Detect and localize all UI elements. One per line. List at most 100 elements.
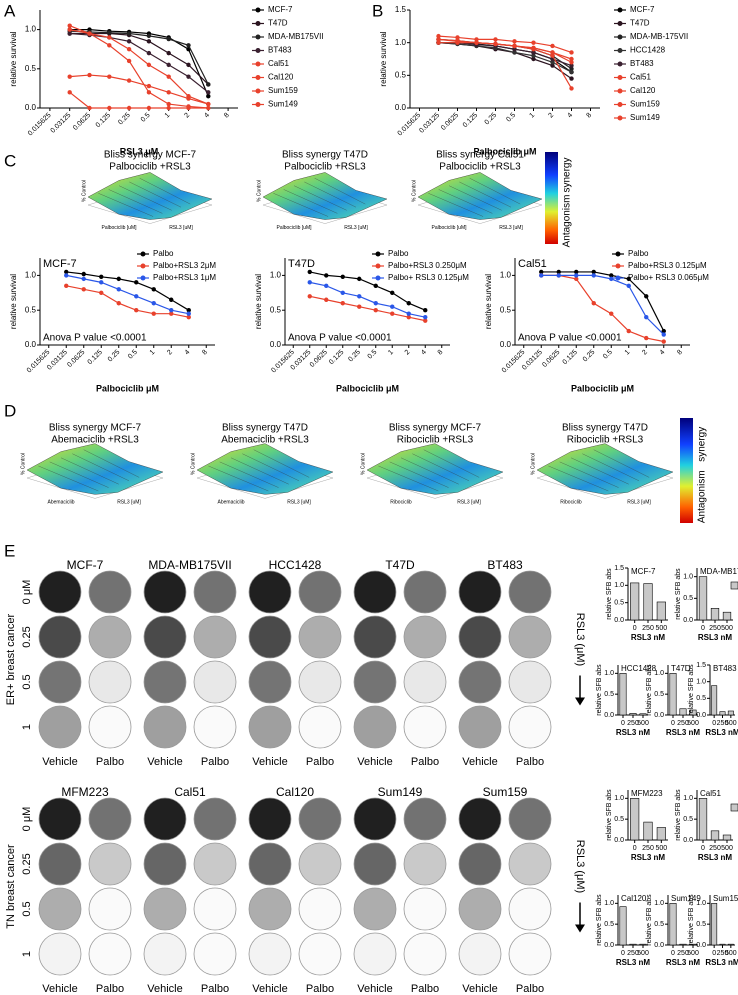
surface-title: Palbociclib +RSL3 [439,162,521,173]
surface-grid [60,457,119,485]
bar [639,943,647,946]
legend-marker [617,61,623,67]
surface-axis-label: Abemaciclib [48,500,75,506]
bar [698,798,708,841]
legend-marker [255,48,261,53]
well [38,797,82,841]
x-tick-label: 500 [687,720,699,727]
x-axis-label: Palbociclib μM [571,383,634,393]
data-point [340,274,345,279]
data-point [67,31,72,36]
data-point [644,335,649,341]
dose-label: 1 [21,724,33,730]
well [143,932,187,976]
condition-label: Palbo [516,983,544,995]
y-tick-label: 0.0 [25,103,37,112]
data-point [406,301,411,306]
legend-marker [255,21,261,26]
x-tick-label: 0.25 [582,349,597,364]
bar [689,943,697,946]
well [298,932,342,976]
data-point [550,43,555,49]
data-point [151,287,156,292]
legend-label: Cal51 [630,73,651,82]
data-point [324,273,329,278]
surface-grid [38,465,99,492]
x-tick-label: 8 [201,349,209,357]
series-line [438,42,572,73]
well [193,660,237,704]
x-tick-label: 0.125 [95,112,112,129]
well [193,887,237,931]
surface [366,443,504,495]
surface [536,443,674,495]
y-tick-label: 1.0 [500,271,512,280]
surface-grid [400,457,459,485]
x-tick-label: 0 [633,845,637,852]
data-point [644,314,649,320]
surface [262,172,388,220]
well [403,797,447,841]
data-point [644,294,649,299]
well [38,570,82,614]
data-point [166,74,171,79]
bar [710,607,720,621]
x-axis-label: RSL3 nM [616,728,651,737]
legend-label: Palbo+RSL3 2μM [153,261,216,270]
chart-title: MFM223 [631,789,663,798]
surface-grid [378,465,439,492]
x-tick-label: 2 [641,349,649,357]
legend-label: Cal120 [268,73,294,82]
y-axis-label: relative SFB abs [606,568,613,620]
data-point [107,43,112,48]
y-axis-label: relative SFB abs [688,664,695,716]
data-point [324,283,329,289]
y-tick-label: 1.0 [683,795,693,802]
x-tick-label: 0.5 [140,112,152,124]
surface-axis-label: % Control [190,453,196,475]
data-point [455,38,460,43]
chart-title: Cal51 [700,789,721,798]
surface-grid [582,453,640,481]
legend-marker [615,251,621,257]
y-tick-label: 0.0 [696,712,706,719]
y-tick-label: 0.5 [654,691,664,698]
bar [711,685,718,716]
data-point [169,308,174,313]
data-point [591,273,596,278]
surface-grid [242,453,300,481]
well [353,797,397,841]
surface-grid [49,461,109,488]
data-point [357,276,362,282]
y-tick-label: 1.0 [25,25,37,34]
bar [719,943,726,946]
condition-label: Vehicle [147,983,182,995]
data-point [569,86,574,91]
panel-letter: E [4,541,15,560]
data-point [99,274,104,279]
surface-axis-label: % Control [256,180,262,202]
group-label: ER+ breast cancer [5,613,17,705]
surface-axis-label: RSL3 [uM] [627,500,651,506]
series-line [438,38,572,60]
well [248,660,292,704]
well [458,660,502,704]
well [403,842,447,886]
series-line [541,274,665,335]
data-point [531,40,536,45]
x-tick-label: 2 [404,349,412,357]
data-point [87,105,92,111]
bar [629,713,637,716]
y-tick-label: 1.0 [683,574,693,581]
y-axis-label: relative survival [484,274,493,329]
data-point [609,273,614,278]
group-label: TN breast cancer [5,844,17,929]
surface-grid [423,449,480,478]
data-point [107,30,112,35]
bar [619,906,627,946]
data-point [126,47,132,52]
x-tick-label: 500 [687,950,699,957]
data-point [436,37,441,42]
surface-axis-label: % Control [530,453,536,475]
data-point [146,83,152,89]
